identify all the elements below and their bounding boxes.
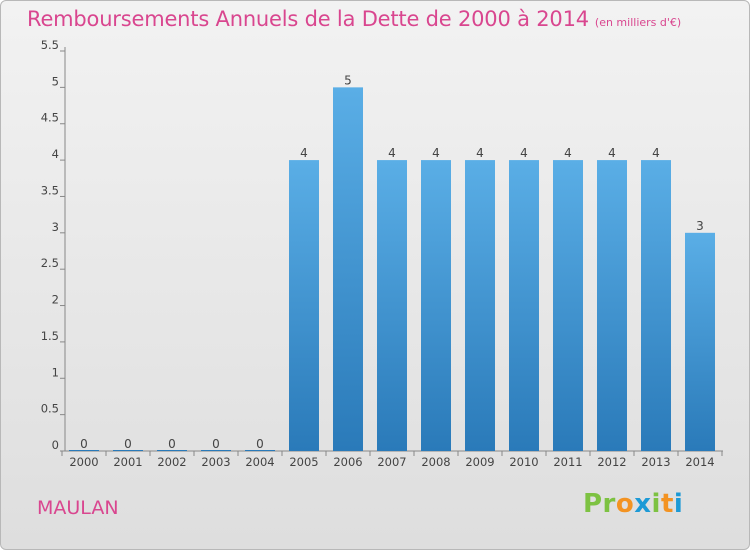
x-tick-label: 2003 — [201, 455, 230, 469]
bar-2008 — [421, 160, 451, 451]
bar-2013 — [641, 160, 671, 451]
x-tick-label: 2002 — [157, 455, 186, 469]
chart-title-text: Remboursements Annuels de la Dette de 20… — [27, 7, 589, 31]
bar-2014 — [685, 232, 715, 451]
x-tick-label: 2001 — [113, 455, 142, 469]
commune-name: MAULAN — [37, 497, 119, 519]
bar-2009 — [465, 160, 495, 451]
data-label-2008: 4 — [432, 146, 440, 160]
x-tick-label: 2012 — [597, 455, 626, 469]
y-tick-label: 5.5 — [41, 38, 59, 52]
data-label-2014: 3 — [696, 219, 704, 233]
data-label-2006: 5 — [344, 73, 352, 87]
x-tick-label: 2006 — [333, 455, 362, 469]
data-label-2010: 4 — [520, 146, 528, 160]
y-tick-label: 3 — [52, 220, 59, 234]
x-tick-label: 2014 — [685, 455, 714, 469]
bar-2007 — [377, 160, 407, 451]
x-tick-label: 2013 — [641, 455, 670, 469]
y-tick-label: 4.5 — [41, 111, 59, 125]
x-tick-label: 2005 — [289, 455, 318, 469]
y-tick-label: 1 — [52, 365, 59, 379]
chart-title: Remboursements Annuels de la Dette de 20… — [27, 7, 681, 31]
x-tick-label: 2007 — [377, 455, 406, 469]
data-label-2009: 4 — [476, 146, 484, 160]
y-tick-label: 5 — [52, 74, 59, 88]
data-label-2005: 4 — [300, 146, 308, 160]
bar-2010 — [509, 160, 539, 451]
bar-2012 — [597, 160, 627, 451]
chart-unit: (en milliers d'€) — [594, 16, 682, 29]
y-tick-label: 0.5 — [41, 402, 59, 416]
x-tick-label: 2004 — [245, 455, 274, 469]
y-tick-label: 0 — [52, 438, 59, 452]
data-label-2007: 4 — [388, 146, 396, 160]
y-tick-label: 4 — [52, 147, 59, 161]
data-label-2000: 0 — [80, 437, 88, 451]
data-label-2011: 4 — [564, 146, 572, 160]
y-tick-label: 2.5 — [41, 256, 59, 270]
bar-2006 — [333, 87, 363, 451]
data-label-2013: 4 — [652, 146, 660, 160]
y-tick-label: 1.5 — [41, 329, 59, 343]
y-tick-label: 2 — [52, 293, 59, 307]
data-label-2012: 4 — [608, 146, 616, 160]
x-tick-label: 2000 — [69, 455, 98, 469]
y-tick-label: 3.5 — [41, 183, 59, 197]
x-tick-label: 2011 — [553, 455, 582, 469]
data-label-2002: 0 — [168, 437, 176, 451]
data-label-2001: 0 — [124, 437, 132, 451]
bar-2011 — [553, 160, 583, 451]
proxiti-logo: Proxiti — [583, 489, 684, 519]
data-label-2004: 0 — [256, 437, 264, 451]
bar-2005 — [289, 160, 319, 451]
data-label-2003: 0 — [212, 437, 220, 451]
x-tick-label: 2010 — [509, 455, 538, 469]
x-tick-label: 2008 — [421, 455, 450, 469]
x-tick-label: 2009 — [465, 455, 494, 469]
